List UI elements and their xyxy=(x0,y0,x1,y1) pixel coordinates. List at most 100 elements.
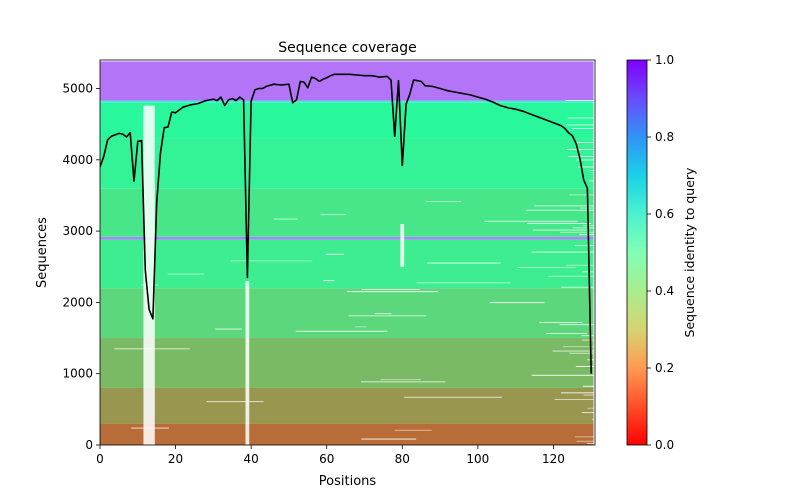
x-tick-label: 80 xyxy=(395,452,410,466)
x-tick-label: 40 xyxy=(244,452,259,466)
colorbar-gradient xyxy=(626,59,648,446)
texture-line xyxy=(374,313,392,315)
identity-band-6 xyxy=(100,188,594,237)
colorbar-tick-label: 0.4 xyxy=(655,284,674,298)
texture-line xyxy=(206,401,264,403)
texture-line xyxy=(589,180,595,182)
texture-line xyxy=(582,271,595,273)
texture-line xyxy=(215,328,242,330)
colorbar-tick-label: 0.2 xyxy=(655,361,674,375)
x-tick-label: 20 xyxy=(168,452,183,466)
texture-line xyxy=(394,429,432,431)
texture-line xyxy=(587,359,595,361)
texture-line xyxy=(320,214,346,216)
coverage-line xyxy=(100,73,592,374)
texture-line xyxy=(539,322,583,323)
texture-line xyxy=(582,385,595,387)
texture-line xyxy=(586,443,595,444)
colorbar-tick-label: 0.6 xyxy=(655,207,674,221)
texture-line xyxy=(489,302,545,304)
plot-frame xyxy=(99,59,596,446)
identity-band-3 xyxy=(100,288,594,339)
plot-area xyxy=(100,60,595,445)
y-tick-label: 5000 xyxy=(62,82,93,96)
texture-line xyxy=(575,142,595,143)
texture-line xyxy=(581,412,595,414)
texture-line xyxy=(559,324,595,326)
texture-line xyxy=(583,394,595,396)
texture-line xyxy=(531,374,595,376)
coverage-gap-1 xyxy=(245,281,250,445)
texture-line xyxy=(569,352,595,354)
texture-line xyxy=(532,229,588,231)
texture-line xyxy=(525,209,595,211)
identity-band-1 xyxy=(100,387,594,424)
coverage-gaps xyxy=(143,105,405,445)
texture-line xyxy=(592,418,595,420)
texture-line xyxy=(559,231,594,233)
colorbar-ticks: 0.0 0.2 0.4 0.6 0.8 1.0 xyxy=(647,53,674,452)
x-tick-label: 0 xyxy=(96,452,104,466)
texture-line xyxy=(569,194,595,196)
x-tick-label: 60 xyxy=(319,452,334,466)
texture-line xyxy=(578,166,595,168)
identity-band-0 xyxy=(100,423,594,445)
texture-line xyxy=(566,264,595,266)
texture-line xyxy=(230,260,313,262)
texture-line xyxy=(562,346,595,348)
coverage-gap-2 xyxy=(400,223,405,267)
texture-line xyxy=(566,149,595,150)
x-tick-label: 120 xyxy=(542,452,565,466)
texture-line xyxy=(484,220,578,222)
texture-line xyxy=(581,335,595,337)
x-axis: 0 20 40 60 80 100 120 xyxy=(96,445,565,466)
texture-line xyxy=(526,223,592,224)
texture-line xyxy=(572,227,595,229)
texture-line xyxy=(554,399,595,400)
texture-line xyxy=(561,392,595,394)
texture-line xyxy=(325,253,344,255)
texture-line xyxy=(531,251,595,253)
texture-line xyxy=(579,234,595,235)
identity-bands xyxy=(100,61,594,445)
texture-line xyxy=(568,156,595,157)
texture-line xyxy=(582,339,595,341)
texture-line xyxy=(534,205,595,207)
texture-line xyxy=(404,396,503,398)
texture-line xyxy=(583,225,595,227)
texture-line xyxy=(575,366,595,367)
x-axis-label: Positions xyxy=(319,474,377,489)
texture-line xyxy=(571,128,595,129)
texture-line xyxy=(517,267,576,268)
texture-line xyxy=(361,381,446,383)
texture-line xyxy=(565,100,595,101)
y-axis-label: Sequences xyxy=(35,217,50,288)
colorbar-tick-label: 0.8 xyxy=(655,130,674,144)
y-tick-label: 1000 xyxy=(62,367,93,381)
texture-line xyxy=(589,170,595,171)
texture-line xyxy=(380,379,421,381)
coverage-gap-0 xyxy=(143,105,155,445)
colorbar-tick-label: 0.0 xyxy=(655,438,674,452)
y-tick-label: 2000 xyxy=(62,295,93,309)
texture-line xyxy=(425,201,462,202)
texture-line xyxy=(548,275,595,277)
identity-band-9 xyxy=(100,100,594,103)
texture-line xyxy=(323,280,335,282)
texture-line xyxy=(576,159,595,161)
colorbar: 0.0 0.2 0.4 0.6 0.8 1.0 Sequence identity to … xyxy=(626,53,697,452)
texture-line xyxy=(274,218,298,220)
texture-line xyxy=(416,282,511,284)
identity-band-2 xyxy=(100,338,594,388)
texture-line xyxy=(576,440,595,442)
texture-line xyxy=(426,262,501,264)
texture-line xyxy=(566,124,595,126)
y-tick-label: 0 xyxy=(85,438,93,452)
texture-line xyxy=(361,438,417,440)
texture-line xyxy=(574,436,595,438)
texture-line xyxy=(546,333,588,334)
texture-line xyxy=(574,245,595,246)
identity-band-7 xyxy=(100,138,594,189)
identity-band-5 xyxy=(100,236,594,240)
identity-band-10 xyxy=(100,61,594,101)
